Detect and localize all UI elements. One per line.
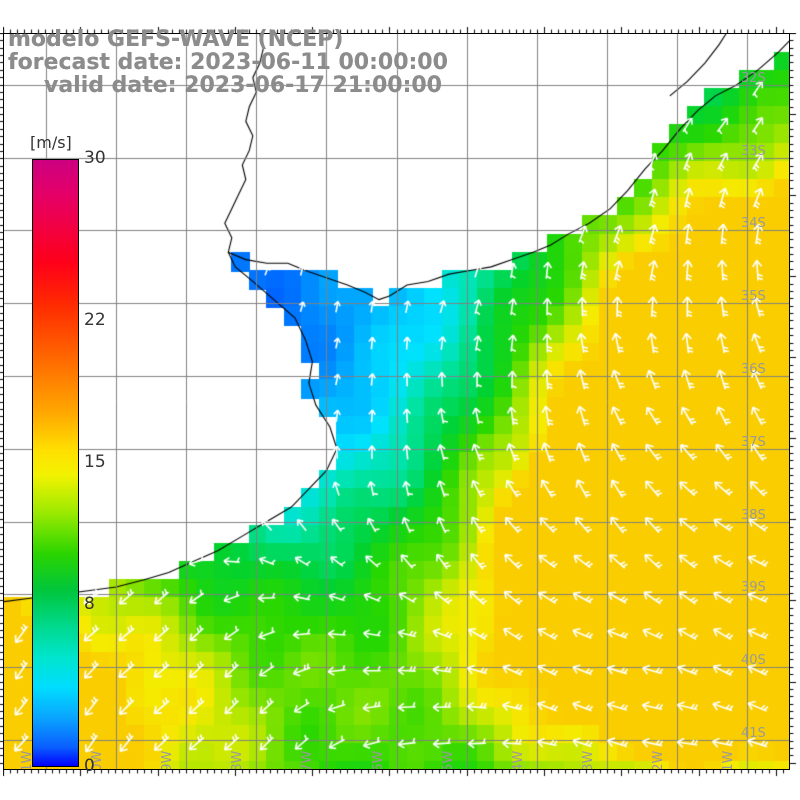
lon-label: 57W <box>300 750 316 770</box>
lat-label: 32S <box>741 70 766 86</box>
colorbar-gradient <box>32 159 79 767</box>
lon-label: 56W <box>370 750 386 770</box>
lat-label: 38S <box>741 507 766 523</box>
wind-direction-barbs <box>4 34 789 769</box>
lon-label: 55W <box>440 750 456 770</box>
lon-label: 52W <box>650 750 666 770</box>
lon-label: 54W <box>510 750 526 770</box>
lon-label: 53W <box>580 750 596 770</box>
colorbar[interactable] <box>32 159 79 767</box>
lon-label: 51W <box>720 750 736 770</box>
lon-label: 59W <box>160 750 176 770</box>
page-title: modelo GEFS-WAVE (NCEP) <box>8 27 344 52</box>
top-axis-ticks <box>3 26 790 33</box>
lat-label: 37S <box>741 434 766 450</box>
lat-label: 35S <box>741 289 766 305</box>
left-axis-ticks <box>0 33 3 770</box>
valid-date: valid date: 2023-06-17 21:00:00 <box>44 73 442 98</box>
lat-label: 34S <box>741 216 766 232</box>
lat-label: 36S <box>741 362 766 378</box>
colorbar-tick-0: 0 <box>84 756 95 776</box>
lat-label: 33S <box>741 143 766 159</box>
forecast-date: forecast date: 2023-06-11 00:00:00 <box>8 50 448 75</box>
map-plot-area[interactable]: 61W 60W 59W 58W 57W 56W 55W 54W 53W 52W 51W 32S 33S 3… <box>3 33 790 770</box>
colorbar-tick-8: 8 <box>84 593 95 614</box>
lat-label: 41S <box>741 725 766 741</box>
colorbar-tick-15: 15 <box>84 452 106 472</box>
colorbar-unit-label: [m/s] <box>30 133 72 152</box>
colorbar-tick-22: 22 <box>84 310 106 331</box>
lat-label: 39S <box>741 580 766 596</box>
lat-label: 40S <box>741 653 766 669</box>
colorbar-tick-30: 30 <box>84 148 106 168</box>
lon-label: 58W <box>230 750 246 770</box>
right-axis-ticks <box>790 33 797 770</box>
bottom-axis-ticks <box>3 770 790 777</box>
